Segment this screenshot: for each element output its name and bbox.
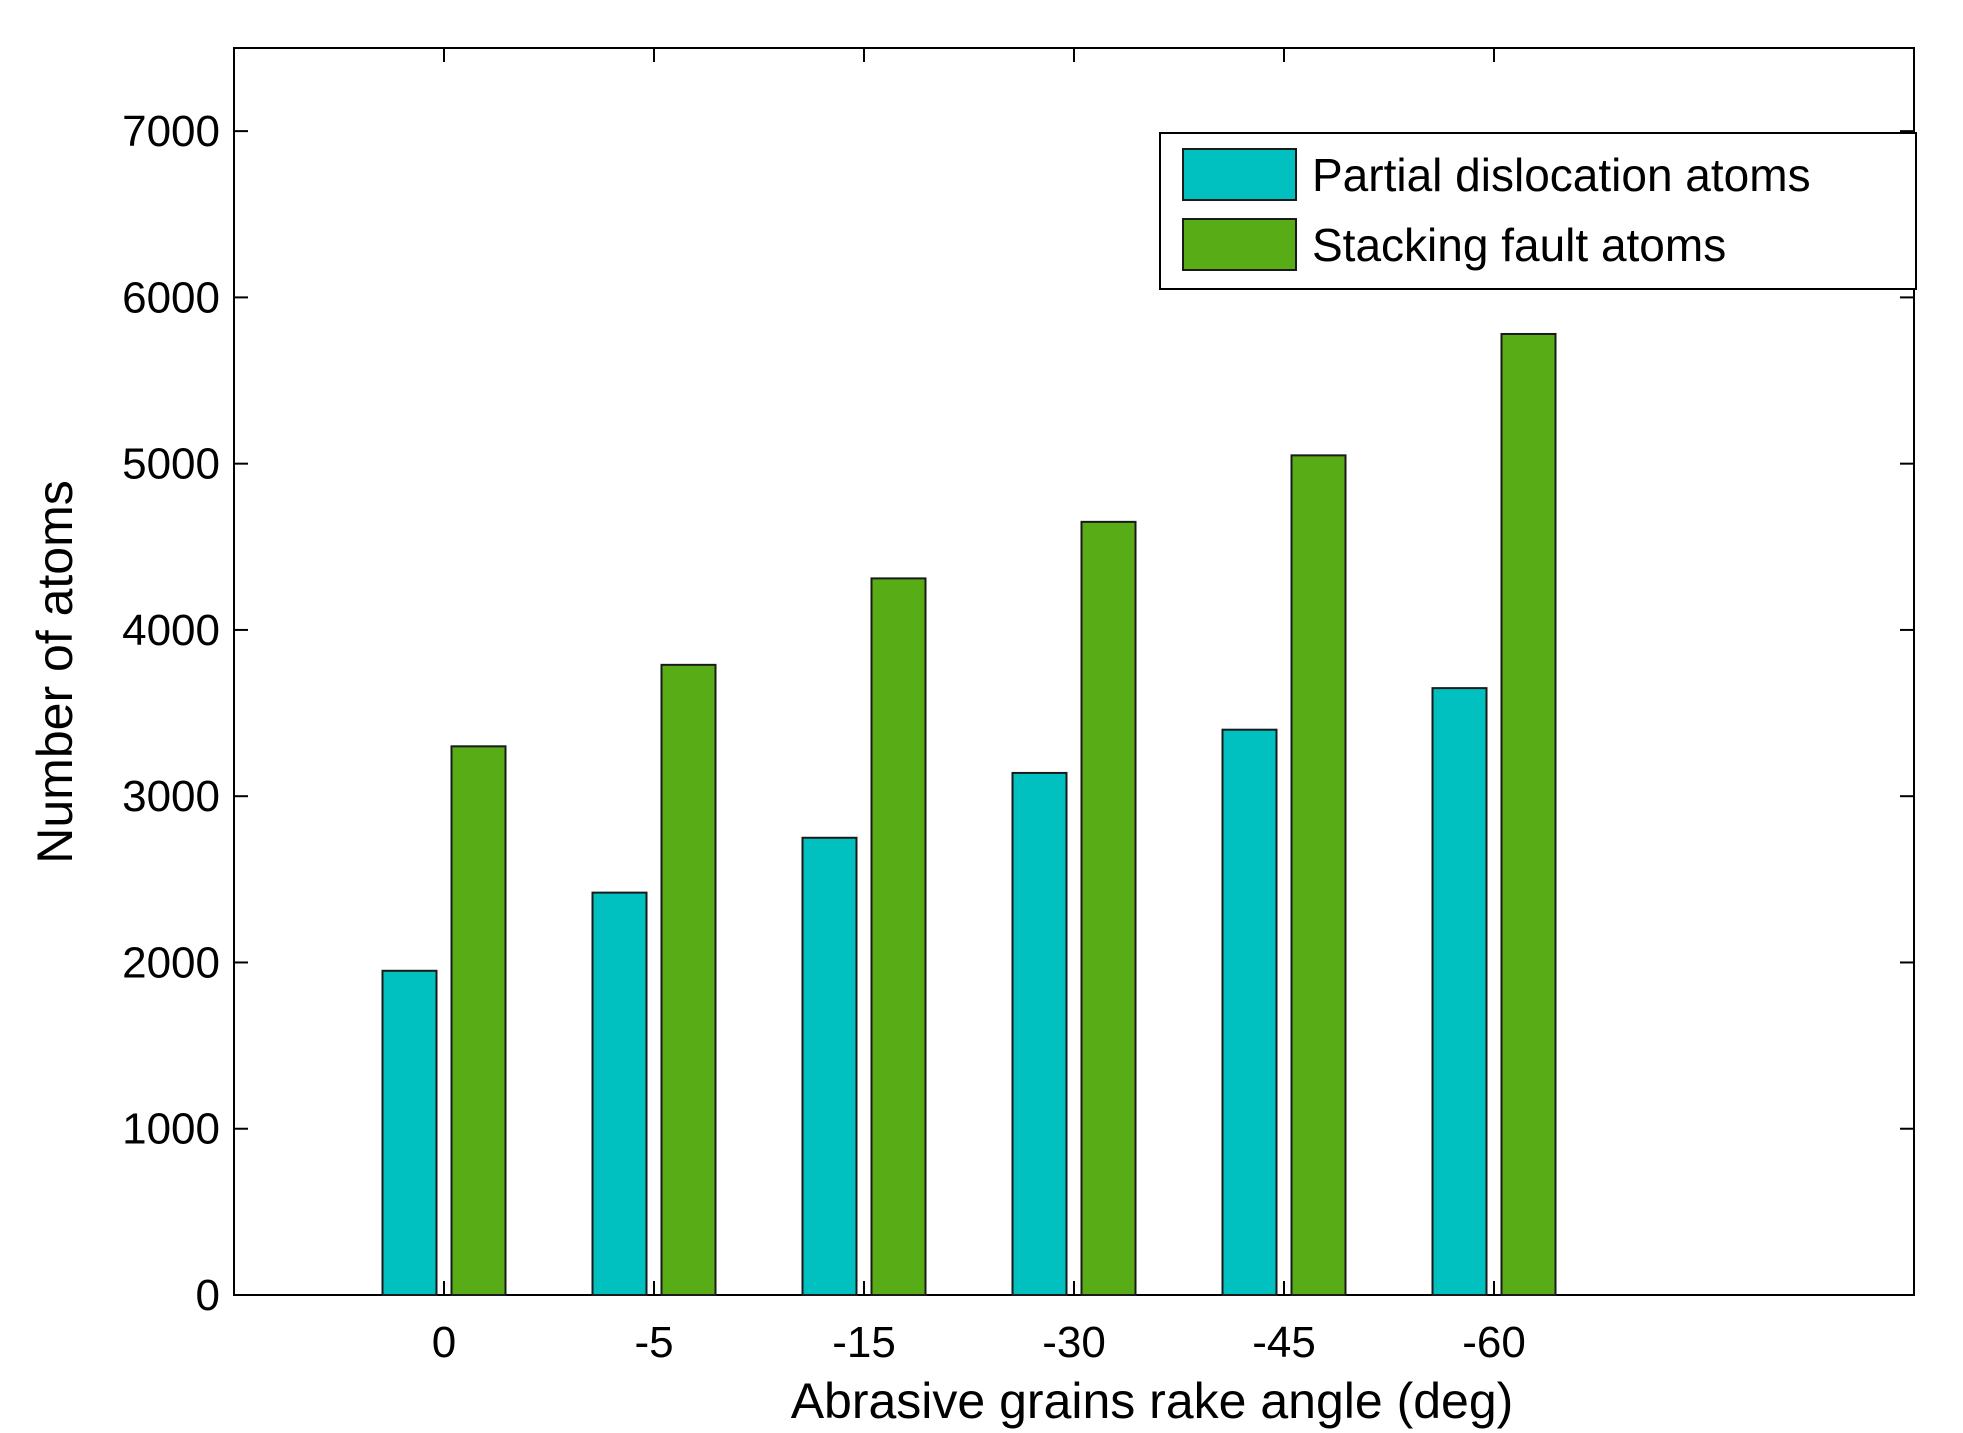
y-tick-label: 4000 — [122, 606, 220, 655]
tick-labels: 0 1000 2000 3000 4000 5000 6000 7000 0 -5 -15 -30 -4… — [122, 107, 1526, 1367]
x-tick-label: 0 — [432, 1318, 456, 1367]
legend-label-stacking-fault: Stacking fault atoms — [1312, 219, 1726, 271]
legend: Partial dislocation atoms Stacking fault… — [1159, 132, 1917, 290]
y-tick-label: 0 — [196, 1271, 220, 1320]
bar-stacking-fault — [450, 745, 507, 1296]
y-axis-title: Number of atoms — [27, 480, 83, 863]
legend-swatch-partial-dislocation — [1182, 148, 1297, 201]
y-tick-label: 7000 — [122, 107, 220, 156]
y-tick-label: 6000 — [122, 273, 220, 322]
bar-partial-dislocation — [1011, 771, 1068, 1296]
bar-partial-dislocation — [801, 836, 858, 1296]
bar-stacking-fault — [870, 577, 927, 1296]
x-tick-label: -5 — [634, 1318, 673, 1367]
y-tick-label: 5000 — [122, 440, 220, 489]
bar-partial-dislocation — [381, 969, 438, 1297]
x-tick-label: -15 — [832, 1318, 896, 1367]
bar-partial-dislocation — [1431, 687, 1488, 1296]
legend-label-partial-dislocation: Partial dislocation atoms — [1312, 149, 1811, 201]
y-tick-label: 3000 — [122, 772, 220, 821]
bar-partial-dislocation — [1221, 728, 1278, 1296]
bar-stacking-fault — [1500, 332, 1557, 1297]
x-tick-label: -45 — [1252, 1318, 1316, 1367]
bar-stacking-fault — [1290, 454, 1347, 1296]
x-tick-label: -60 — [1462, 1318, 1526, 1367]
y-tick-label: 2000 — [122, 938, 220, 987]
bars — [381, 332, 1557, 1297]
x-tick-label: -30 — [1042, 1318, 1106, 1367]
bar-stacking-fault — [660, 663, 717, 1296]
y-tick-label: 1000 — [122, 1105, 220, 1154]
axis-ticks — [234, 48, 1914, 1296]
bar-stacking-fault — [1080, 520, 1137, 1296]
legend-swatch-stacking-fault — [1182, 218, 1297, 271]
bar-partial-dislocation — [591, 891, 648, 1296]
x-axis-title: Abrasive grains rake angle (deg) — [791, 1373, 1514, 1429]
